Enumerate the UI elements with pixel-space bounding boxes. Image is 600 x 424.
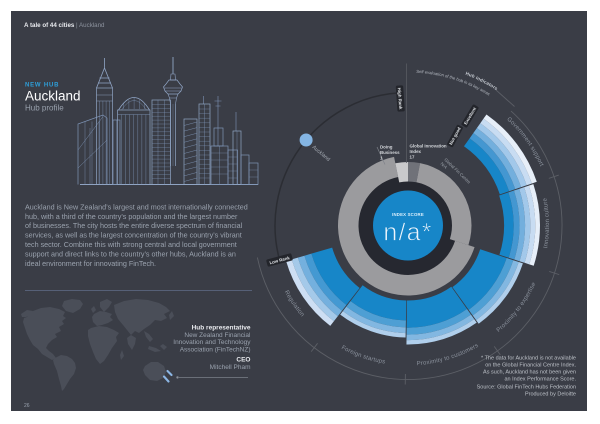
svg-text:Source: Global FinTech Hubs Fe: Source: Global FinTech Hubs Federation <box>477 385 576 391</box>
svg-text:Excellent: Excellent <box>463 106 477 126</box>
svg-text:an Index Performance Score.: an Index Performance Score. <box>504 377 576 383</box>
svg-text:Business: Business <box>380 150 400 155</box>
svg-text:17: 17 <box>410 155 415 160</box>
svg-text:Self evaluation of the hub in: Self evaluation of the hub in its key ar… <box>416 69 491 97</box>
svg-text:Low Rank: Low Rank <box>269 255 291 265</box>
svg-text:Global Innovation: Global Innovation <box>410 144 447 149</box>
svg-text:on the Global Financial Centre: on the Global Financial Centre Index. <box>485 363 576 369</box>
svg-text:* The data for Auckland is not: * The data for Auckland is not available <box>481 356 576 362</box>
svg-text:N/A: N/A <box>439 161 448 170</box>
svg-text:Hub profile: Hub profile <box>25 104 64 113</box>
svg-text:NEW HUB: NEW HUB <box>25 83 59 89</box>
svg-text:services, as well as the large: services, as well as the largest concent… <box>25 231 242 240</box>
svg-text:High Rank: High Rank <box>397 88 404 111</box>
svg-text:of businesses. The city hosts: of businesses. The city hosts the entire… <box>25 221 243 230</box>
svg-text:Index: Index <box>410 149 422 154</box>
svg-text:Produced by Deloitte: Produced by Deloitte <box>525 392 576 398</box>
svg-text:ideal environment for innovati: ideal environment for innovating FinTech… <box>25 259 156 268</box>
svg-text:Innovation culture: Innovation culture <box>542 197 551 249</box>
svg-text:Foreign startups: Foreign startups <box>340 345 386 366</box>
svg-text:tech sector. Combine this with: tech sector. Combine this with strong ce… <box>25 240 237 249</box>
svg-text:support and direct links to th: support and direct links to the country’… <box>25 250 236 259</box>
svg-text:hub, with a third of the count: hub, with a third of the country’s popul… <box>25 212 238 221</box>
svg-text:INDEX SCORE: INDEX SCORE <box>392 212 424 217</box>
svg-text:Hub representative: Hub representative <box>192 325 251 332</box>
svg-text:Innovation and Technology: Innovation and Technology <box>173 339 251 346</box>
svg-text:CEO: CEO <box>236 357 250 364</box>
svg-text:Proximity to customers: Proximity to customers <box>417 343 480 367</box>
svg-text:As such, Auckland has not been: As such, Auckland has not been given <box>483 370 576 376</box>
svg-text:Auckland is New Zealand’s larg: Auckland is New Zealand’s largest and mo… <box>25 202 248 211</box>
svg-text:A tale of 44 cities | Auckland: A tale of 44 cities | Auckland <box>24 22 105 29</box>
svg-text:n/a*: n/a* <box>383 219 432 247</box>
svg-text:New Zealand Financial: New Zealand Financial <box>184 332 251 339</box>
svg-text:1: 1 <box>380 156 383 161</box>
svg-text:Auckland: Auckland <box>25 89 81 104</box>
svg-text:Association (FinTechNZ): Association (FinTechNZ) <box>180 346 251 353</box>
svg-text:26: 26 <box>24 403 30 409</box>
svg-text:Auckland: Auckland <box>311 144 331 162</box>
svg-text:Mitchell Pham: Mitchell Pham <box>210 364 251 371</box>
svg-text:Doing: Doing <box>380 145 393 150</box>
